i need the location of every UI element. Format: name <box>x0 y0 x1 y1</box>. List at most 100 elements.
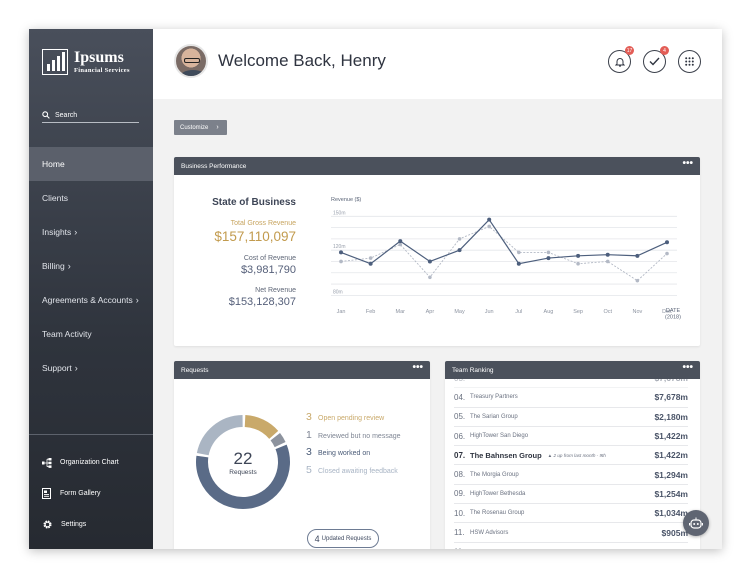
search-input[interactable]: Search <box>42 108 139 123</box>
ranking-change-note: ▲ 2 up from last month - 9th <box>547 452 606 458</box>
notifications-button[interactable]: 17 <box>608 46 634 73</box>
request-status-count: 5 <box>306 463 312 476</box>
tasks-button[interactable]: 4 <box>643 46 669 73</box>
sidebar-link-settings[interactable]: Settings <box>29 509 153 540</box>
request-status-label: Open pending review <box>318 415 385 422</box>
series-line <box>340 218 668 265</box>
x-tick-label: Mar <box>396 309 406 315</box>
avatar[interactable] <box>174 44 208 78</box>
robot-icon <box>689 517 703 529</box>
ranking-row[interactable]: 10. The Rosenau Group $1,034m <box>454 504 688 524</box>
request-status-item[interactable]: 5 Closed awaiting feedback <box>306 464 401 482</box>
request-status-item[interactable]: 1 Reviewed but no message <box>306 429 401 447</box>
brand-subtitle: Financial Services <box>74 66 130 74</box>
sidebar-item-support[interactable]: Support › <box>29 351 153 385</box>
ranking-position: 06. <box>454 431 466 441</box>
total-gross-revenue-label: Total Gross Revenue <box>230 220 296 227</box>
x-tick-label: Feb <box>366 309 375 315</box>
request-status-item[interactable]: 3 Being worked on <box>306 446 401 464</box>
ranking-row[interactable]: 07. The Bahnsen Group ▲ 2 up from last mon… <box>454 446 688 466</box>
chevron-right-icon: › <box>67 261 71 271</box>
sidebar-item-home[interactable]: Home <box>29 147 153 181</box>
updated-requests-button[interactable]: 4 Updated Requests <box>307 529 379 548</box>
ranking-row[interactable]: 05. The Sarian Group $2,180m <box>454 408 688 427</box>
state-of-business: State of Business Total Gross Revenue $1… <box>174 197 296 308</box>
data-point <box>487 224 491 229</box>
check-icon <box>649 57 660 66</box>
ranking-team-name: The Sarian Group <box>470 413 518 420</box>
request-status-item[interactable]: 3 Open pending review <box>306 411 401 429</box>
sidebar-item-label: Home <box>42 159 65 169</box>
data-point <box>339 250 343 255</box>
series-line <box>340 225 668 282</box>
donut-segment <box>244 415 279 440</box>
notifications-badge: 17 <box>625 46 634 55</box>
data-point <box>546 250 551 255</box>
card-title: Business Performance <box>181 162 247 170</box>
request-status-count: 3 <box>306 411 312 423</box>
data-point <box>339 259 343 264</box>
donut-segment <box>270 433 286 448</box>
form-gallery-icon <box>42 488 51 499</box>
ranking-row[interactable]: 08. The Morgia Group $1,294m <box>454 465 688 485</box>
tasks-badge: 4 <box>660 46 669 55</box>
x-tick-label: Nov <box>632 309 642 315</box>
more-options-icon[interactable]: ••• <box>682 158 693 169</box>
more-options-icon[interactable]: ••• <box>682 362 693 373</box>
sidebar-item-insights[interactable]: Insights › <box>29 215 153 249</box>
sidebar-item-team-activity[interactable]: Team Activity <box>29 317 153 351</box>
sidebar-item-agreements-accounts[interactable]: Agreements & Accounts › <box>29 283 153 317</box>
data-point <box>517 250 521 255</box>
data-point <box>546 256 551 261</box>
ranking-row[interactable]: 11.Summit Group$882m <box>454 543 688 549</box>
ranking-value: $905m <box>661 527 688 538</box>
header: Welcome Back, Henry 17 4 <box>153 29 722 99</box>
ranking-row[interactable]: 06. HighTower San Diego $1,422m <box>454 427 688 447</box>
apps-button[interactable] <box>678 50 701 73</box>
app-frame: Ipsums Financial Services Search Home Cli… <box>29 29 722 549</box>
ranking-value: $882m <box>662 547 688 549</box>
x-tick-label: Aug <box>544 309 554 315</box>
customize-button[interactable]: Customize › <box>174 120 227 135</box>
data-point <box>635 253 640 258</box>
sidebar-link-label: Organization Chart <box>60 459 119 466</box>
sidebar-link-label: Form Gallery <box>60 490 101 497</box>
state-of-business-title: State of Business <box>212 197 296 208</box>
donut-segment <box>196 415 243 456</box>
net-revenue-value: $153,128,307 <box>228 296 296 308</box>
sidebar-link-form-gallery[interactable]: Form Gallery <box>29 478 153 509</box>
sidebar-item-label: Clients <box>42 193 68 203</box>
brand-name: Ipsums <box>74 48 124 66</box>
customize-label: Customize <box>180 124 209 131</box>
updated-requests-count: 4 <box>314 533 320 544</box>
ranking-row[interactable]: 11. HSW Advisors $905m <box>454 523 688 543</box>
ranking-value: $1,422m <box>654 431 688 442</box>
data-point <box>398 239 403 244</box>
search-placeholder: Search <box>55 111 78 119</box>
sidebar-link-label: Settings <box>61 521 87 528</box>
sidebar-item-billing[interactable]: Billing › <box>29 249 153 283</box>
sidebar-item-label: Support <box>42 363 72 373</box>
x-axis-label: DATE (2018) <box>665 308 681 321</box>
card-title: Requests <box>181 366 209 374</box>
ranking-row[interactable]: 09. HighTower Bethesda $1,254m <box>454 485 688 505</box>
welcome-title: Welcome Back, Henry <box>218 51 386 70</box>
data-point <box>605 259 610 264</box>
ranking-row[interactable]: 04. Treasury Partners $7,678m <box>454 388 688 408</box>
data-point <box>576 261 580 266</box>
request-status-label: Reviewed but no message <box>318 432 401 440</box>
sidebar-nav: Home Clients Insights › Billing › Agreements &… <box>29 147 153 385</box>
more-options-icon[interactable]: ••• <box>412 362 423 373</box>
search-icon <box>42 111 50 119</box>
sidebar-item-clients[interactable]: Clients <box>29 181 153 215</box>
brand[interactable]: Ipsums Financial Services <box>42 49 130 75</box>
x-tick-label: Oct <box>603 309 612 315</box>
card-header: Requests ••• <box>174 361 430 379</box>
sidebar-link-organization-chart[interactable]: Organization Chart <box>29 447 153 478</box>
requests-legend: 3 Open pending review 1 Reviewed but no mes… <box>306 411 401 481</box>
ranking-position: 07. <box>454 450 466 460</box>
ranking-position: 09. <box>454 489 466 499</box>
assistant-bot-button[interactable] <box>683 510 709 536</box>
data-point <box>605 252 610 257</box>
x-tick-label: May <box>454 309 465 315</box>
